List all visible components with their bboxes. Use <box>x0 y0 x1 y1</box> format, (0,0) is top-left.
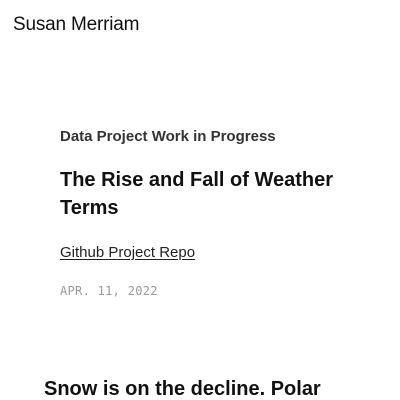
post-title: The Rise and Fall of Weather Terms <box>60 169 334 219</box>
post-category: Data Project Work in Progress <box>60 128 276 145</box>
post-date: APR. 11, 2022 <box>60 284 158 298</box>
content-heading: Snow is on the decline. Polar <box>44 378 321 400</box>
post-header: Data Project Work in Progress The Rise a… <box>60 128 360 298</box>
github-repo-link[interactable]: Github Project Repo <box>60 244 196 261</box>
site-title[interactable]: Susan Merriam <box>13 14 140 35</box>
